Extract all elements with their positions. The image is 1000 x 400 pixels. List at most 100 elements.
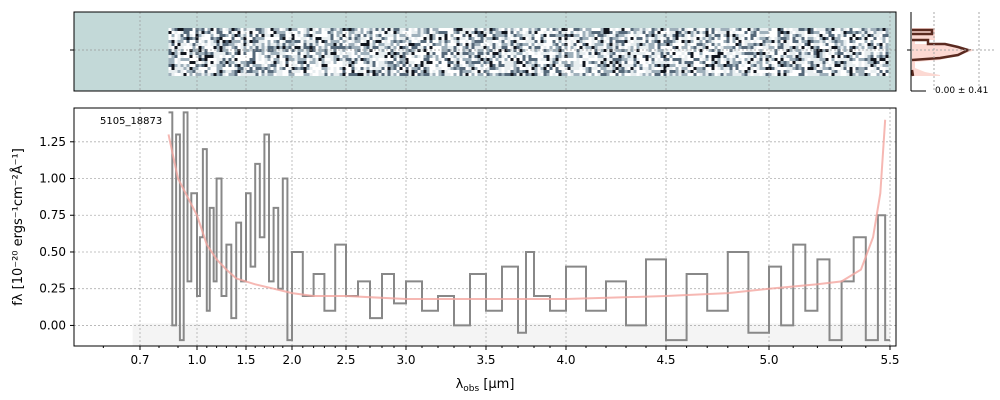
2d-pixel [585, 58, 589, 61]
2d-pixel [183, 34, 187, 37]
2d-pixel [861, 70, 865, 73]
2d-pixel [456, 61, 460, 64]
2d-pixel [732, 55, 736, 58]
2d-pixel [741, 58, 745, 61]
2d-pixel [300, 31, 304, 34]
2d-pixel [537, 31, 541, 34]
2d-pixel [387, 46, 391, 49]
2d-pixel [882, 46, 886, 49]
2d-pixel [573, 43, 577, 46]
2d-pixel [684, 34, 688, 37]
2d-pixel [381, 58, 385, 61]
2d-pixel [876, 43, 880, 46]
2d-pixel [840, 64, 844, 67]
2d-pixel [564, 73, 568, 76]
2d-pixel [432, 58, 436, 61]
2d-pixel [330, 52, 334, 55]
2d-pixel [603, 58, 607, 61]
2d-pixel [834, 73, 838, 76]
2d-pixel [624, 34, 628, 37]
2d-pixel [687, 43, 691, 46]
2d-pixel [855, 52, 859, 55]
2d-pixel [603, 73, 607, 76]
2d-pixel [846, 37, 850, 40]
2d-pixel [294, 64, 298, 67]
2d-pixel [225, 73, 229, 76]
2d-pixel [636, 61, 640, 64]
2d-pixel [825, 73, 829, 76]
2d-pixel [651, 40, 655, 43]
2d-pixel [384, 49, 388, 52]
2d-pixel [825, 43, 829, 46]
2d-pixel [789, 64, 793, 67]
2d-pixel [876, 46, 880, 49]
2d-pixel [681, 31, 685, 34]
2d-pixel [711, 49, 715, 52]
2d-pixel [543, 61, 547, 64]
2d-pixel [267, 58, 271, 61]
2d-pixel [615, 46, 619, 49]
2d-pixel [447, 70, 451, 73]
2d-pixel [648, 49, 652, 52]
2d-pixel [354, 43, 358, 46]
2d-pixel [483, 67, 487, 70]
2d-pixel [246, 37, 250, 40]
2d-pixel [582, 73, 586, 76]
2d-pixel [393, 73, 397, 76]
2d-pixel [408, 49, 412, 52]
2d-pixel [759, 67, 763, 70]
2d-pixel [816, 64, 820, 67]
2d-pixel [591, 28, 595, 31]
2d-pixel [258, 55, 262, 58]
2d-pixel [621, 55, 625, 58]
2d-pixel [273, 31, 277, 34]
2d-pixel [450, 28, 454, 31]
2d-pixel [243, 64, 247, 67]
2d-pixel [393, 43, 397, 46]
2d-pixel [831, 49, 835, 52]
2d-pixel [210, 52, 214, 55]
2d-pixel [297, 61, 301, 64]
2d-pixel [720, 55, 724, 58]
2d-pixel [678, 40, 682, 43]
2d-pixel [378, 37, 382, 40]
2d-pixel [390, 70, 394, 73]
2d-pixel [234, 58, 238, 61]
2d-pixel [375, 49, 379, 52]
2d-pixel [825, 49, 829, 52]
2d-pixel [717, 58, 721, 61]
2d-pixel [474, 49, 478, 52]
2d-pixel [654, 37, 658, 40]
2d-pixel [423, 61, 427, 64]
2d-pixel [411, 34, 415, 37]
2d-pixel [852, 70, 856, 73]
2d-pixel [288, 43, 292, 46]
2d-pixel [282, 61, 286, 64]
2d-pixel [480, 70, 484, 73]
2d-pixel [516, 28, 520, 31]
2d-pixel [558, 43, 562, 46]
2d-pixel [198, 46, 202, 49]
2d-pixel [687, 67, 691, 70]
2d-pixel [435, 58, 439, 61]
2d-pixel [645, 43, 649, 46]
2d-pixel [669, 64, 673, 67]
2d-pixel [630, 28, 634, 31]
2d-pixel [186, 55, 190, 58]
2d-pixel [375, 58, 379, 61]
2d-pixel [294, 52, 298, 55]
2d-pixel [714, 70, 718, 73]
2d-pixel [630, 49, 634, 52]
2d-pixel [360, 31, 364, 34]
2d-pixel [597, 70, 601, 73]
2d-pixel [339, 58, 343, 61]
2d-pixel [426, 61, 430, 64]
2d-pixel [504, 52, 508, 55]
2d-pixel [216, 49, 220, 52]
2d-pixel [354, 46, 358, 49]
2d-pixel [429, 67, 433, 70]
2d-pixel [723, 37, 727, 40]
2d-pixel [741, 43, 745, 46]
2d-pixel [414, 37, 418, 40]
2d-pixel [306, 55, 310, 58]
